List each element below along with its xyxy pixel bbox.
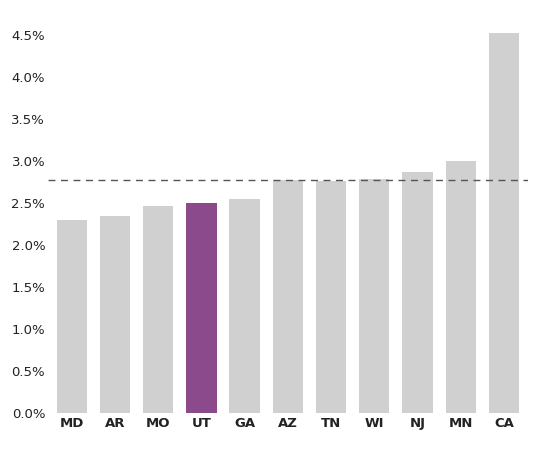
- Bar: [489, 33, 519, 413]
- Bar: [56, 220, 87, 413]
- Bar: [186, 203, 216, 413]
- Bar: [316, 181, 346, 413]
- Bar: [230, 199, 260, 413]
- Bar: [359, 179, 390, 413]
- Bar: [143, 206, 173, 413]
- Bar: [273, 180, 303, 413]
- Bar: [446, 161, 476, 413]
- Bar: [100, 216, 130, 413]
- Bar: [402, 172, 433, 413]
